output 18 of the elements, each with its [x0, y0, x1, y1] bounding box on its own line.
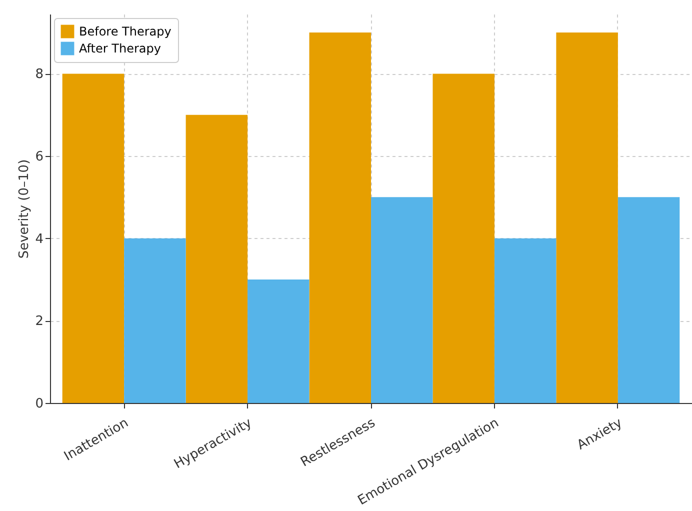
legend-label: After Therapy: [79, 42, 161, 56]
bar: [309, 32, 371, 403]
bar: [494, 238, 556, 403]
bar: [618, 197, 680, 403]
bar: [556, 32, 618, 403]
legend-label: Before Therapy: [79, 24, 172, 38]
y-tick-label: 8: [35, 67, 44, 82]
bar: [186, 114, 248, 403]
bar: [371, 197, 433, 403]
y-tick-label: 4: [35, 232, 44, 247]
y-tick-label: 6: [35, 150, 44, 165]
bar: [248, 280, 310, 403]
y-axis-title: Severity (0–10): [17, 159, 32, 259]
bar: [124, 238, 186, 403]
y-tick-label: 0: [35, 396, 44, 412]
bar: [62, 74, 124, 403]
bar: [432, 74, 494, 403]
y-tick-label: 2: [35, 314, 44, 330]
